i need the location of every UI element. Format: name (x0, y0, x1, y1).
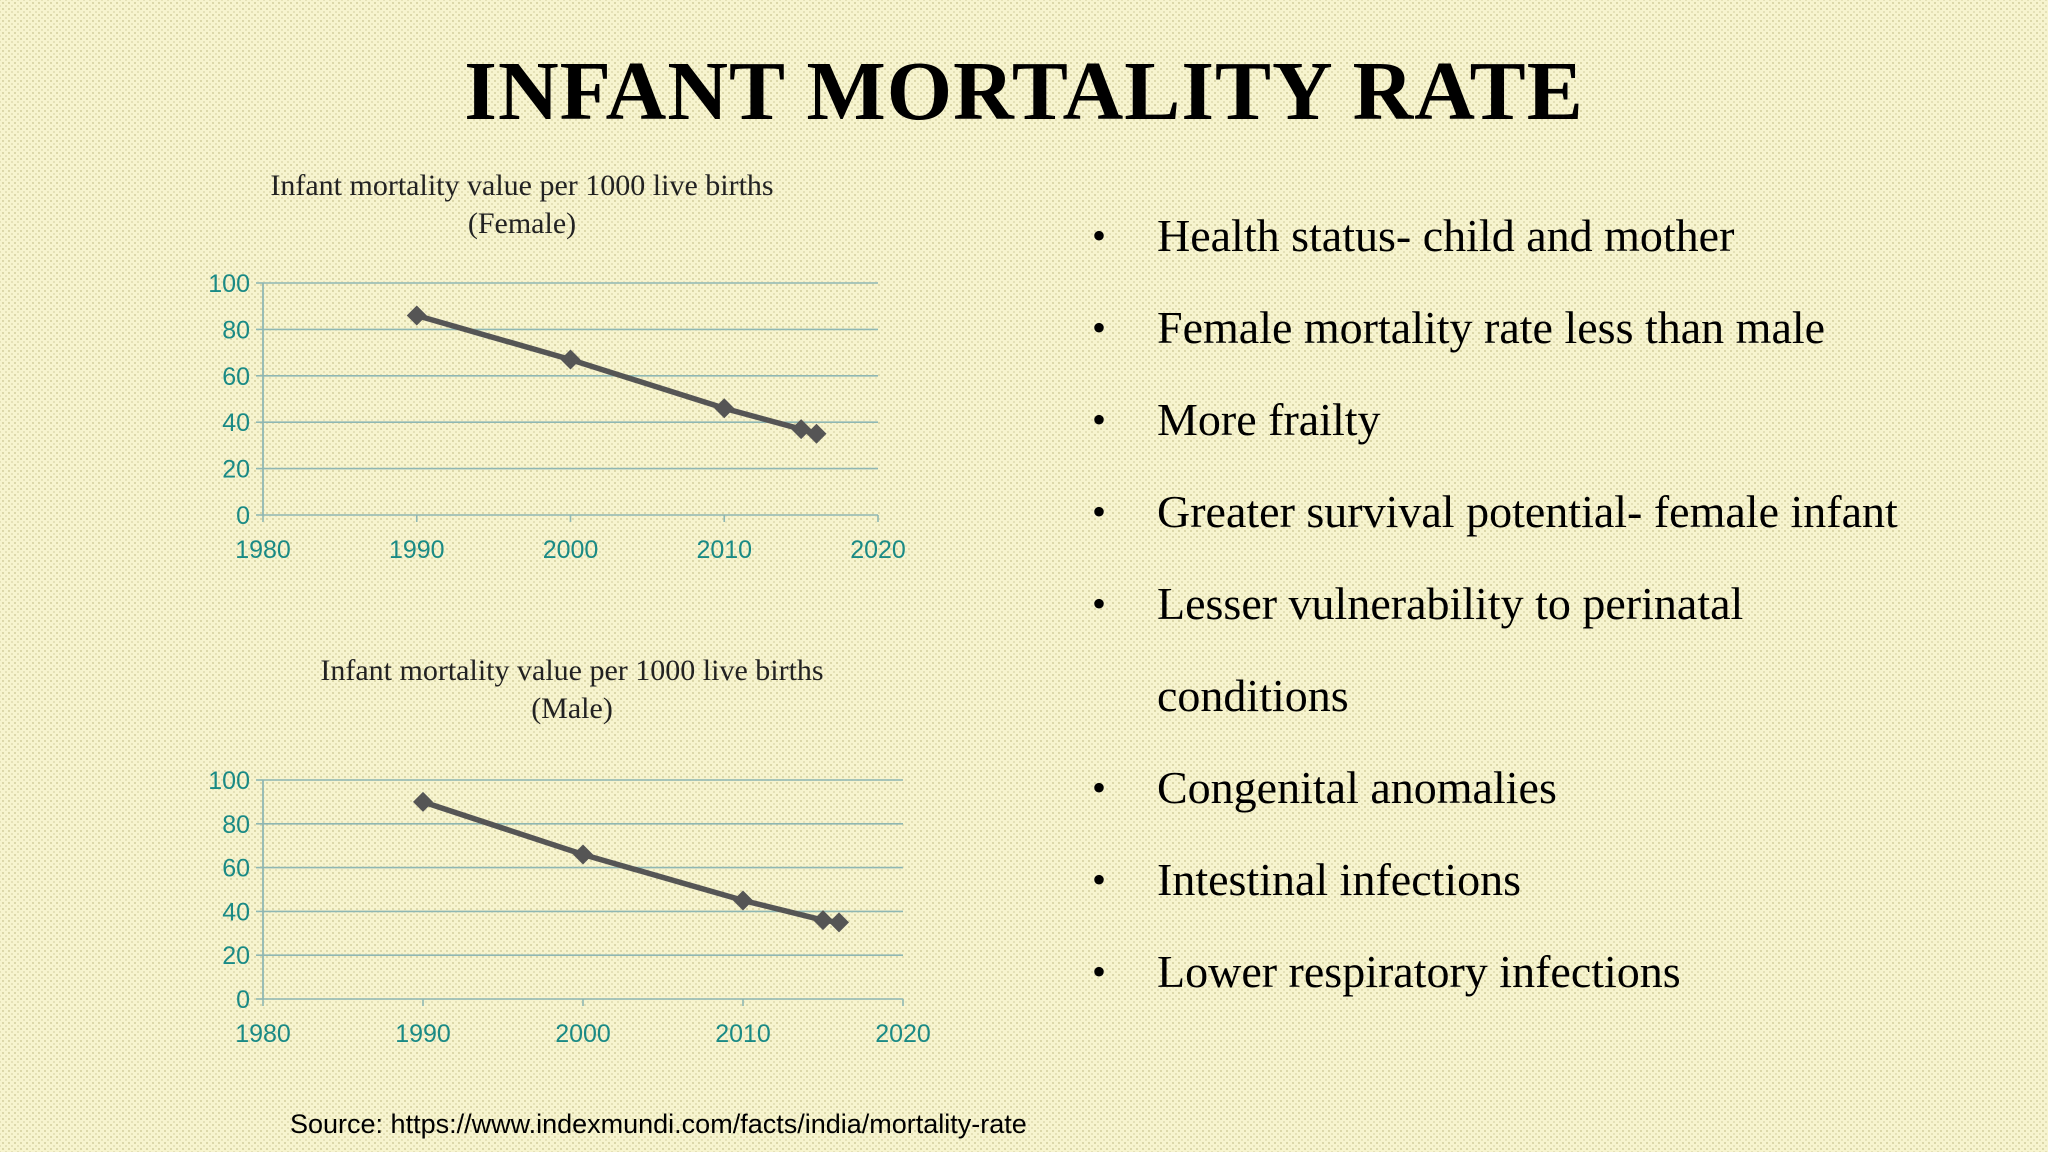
y-tick-label: 60 (222, 363, 250, 391)
x-tick-label: 1990 (389, 536, 445, 564)
bullet-item: • Health status- child and mother (1090, 190, 1990, 282)
y-tick-label: 20 (222, 456, 250, 484)
data-point-marker (829, 912, 849, 933)
data-point-marker (406, 305, 427, 326)
bullet-item: • Greater survival potential- female infa… (1090, 466, 1990, 558)
y-tick-label: 100 (208, 270, 250, 298)
chart-title-line: (Male) (531, 692, 613, 725)
x-tick-label: 2000 (555, 1020, 611, 1048)
bullet-dot-icon: • (1092, 581, 1107, 626)
chart-title-line: Infant mortality value per 1000 live bir… (320, 654, 823, 687)
data-point-marker (413, 791, 433, 812)
data-point-marker (733, 890, 753, 911)
data-point-marker (806, 423, 827, 444)
data-point-marker (560, 349, 581, 370)
bullet-dot-icon: • (1092, 305, 1107, 350)
chart-title-line: Infant mortality value per 1000 live bir… (270, 169, 773, 202)
data-point-marker (573, 844, 593, 865)
series-line (414, 312, 820, 437)
data-point-marker (791, 419, 812, 440)
y-tick-label: 80 (222, 316, 250, 344)
male-mortality-chart: Infant mortality value per 1000 live bir… (208, 654, 931, 1048)
bullet-dot-icon: • (1092, 765, 1107, 810)
series-line (420, 799, 842, 926)
bullet-dot-icon: • (1092, 213, 1107, 258)
bullet-text: Health status- child and mother (1157, 210, 1735, 261)
y-tick-label: 60 (222, 855, 250, 883)
bullet-text: Lesser vulnerability to perinatal condit… (1157, 578, 1744, 721)
y-tick-label: 80 (222, 811, 250, 839)
bullet-item: • Intestinal infections (1090, 834, 1990, 926)
bullet-text: Congenital anomalies (1157, 762, 1557, 813)
y-tick-label: 40 (222, 409, 250, 437)
bullet-item: • Lesser vulnerability to perinatal condi… (1090, 558, 1990, 742)
x-tick-label: 1980 (235, 1020, 291, 1048)
bullet-dot-icon: • (1092, 489, 1107, 534)
bullet-item: • More frailty (1090, 374, 1990, 466)
y-tick-label: 0 (236, 986, 250, 1014)
data-point-marker (813, 910, 833, 931)
bullet-item: • Female mortality rate less than male (1090, 282, 1990, 374)
bullet-text: Female mortality rate less than male (1157, 302, 1826, 353)
y-tick-label: 0 (236, 502, 250, 530)
data-point-marker (714, 398, 735, 419)
x-tick-label: 1990 (395, 1020, 451, 1048)
chart-title-line: (Female) (468, 207, 576, 240)
x-tick-label: 2010 (715, 1020, 771, 1048)
x-tick-label: 2010 (696, 536, 752, 564)
bullet-text: Greater survival potential- female infan… (1157, 486, 1898, 537)
slide-title: INFANT MORTALITY RATE (464, 45, 1584, 138)
x-tick-label: 2020 (875, 1020, 931, 1048)
bullet-item: • Lower respiratory infections (1090, 926, 1990, 1018)
x-tick-label: 2000 (543, 536, 599, 564)
y-tick-label: 100 (208, 767, 250, 795)
bullet-list: • Health status- child and mother • Female… (1090, 190, 1990, 1018)
bullet-text: Lower respiratory infections (1157, 946, 1681, 997)
bullet-dot-icon: • (1092, 857, 1107, 902)
source-citation: Source: https://www.indexmundi.com/facts… (290, 1109, 1027, 1139)
y-tick-label: 40 (222, 898, 250, 926)
bullet-dot-icon: • (1092, 397, 1107, 442)
y-tick-label: 20 (222, 942, 250, 970)
bullet-dot-icon: • (1092, 949, 1107, 994)
x-tick-label: 2020 (850, 536, 906, 564)
x-tick-label: 1980 (235, 536, 291, 564)
bullet-text: Intestinal infections (1157, 854, 1522, 905)
bullet-text: More frailty (1157, 394, 1381, 445)
female-mortality-chart: Infant mortality value per 1000 live bir… (208, 169, 906, 564)
bullet-item: • Congenital anomalies (1090, 742, 1990, 834)
